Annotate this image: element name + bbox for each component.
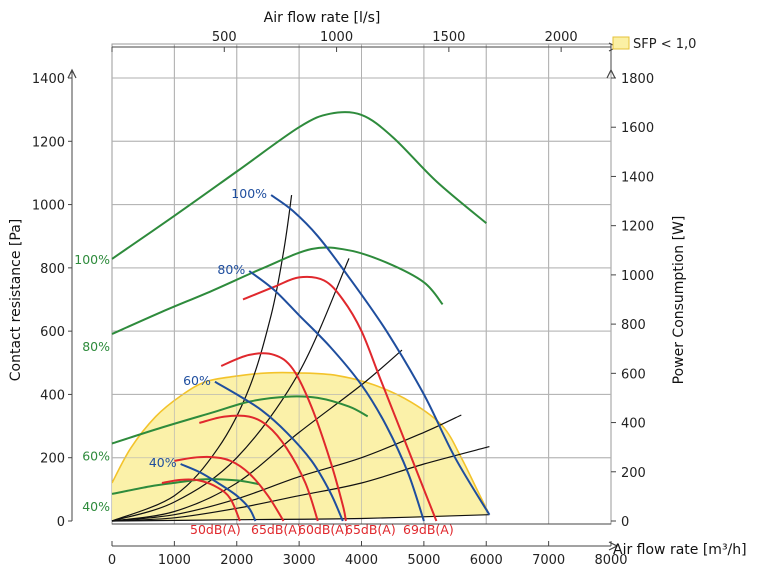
right-axis-title: Power Consumption [W] bbox=[671, 216, 687, 385]
pressure-curve bbox=[180, 463, 257, 522]
right-axis-tick-label: 200 bbox=[621, 466, 646, 481]
x-axis-arrow bbox=[608, 541, 619, 551]
sound-level-label: 60dB(A) bbox=[298, 522, 349, 537]
pressure-curve bbox=[270, 194, 491, 516]
right-axis-tick-label: 400 bbox=[621, 417, 646, 432]
top-axis-tick-label: 500 bbox=[212, 30, 237, 45]
left-axis-tick-label: 0 bbox=[57, 515, 65, 530]
sfp-region-layer bbox=[112, 44, 611, 524]
right-axis-tick-label: 600 bbox=[621, 367, 646, 382]
sound-curve bbox=[199, 414, 319, 522]
sound-curve bbox=[174, 455, 285, 522]
pressure-speed-label: 60% bbox=[183, 373, 211, 388]
left-axis-tick-label: 800 bbox=[40, 262, 65, 277]
left-axis-tick-label: 600 bbox=[40, 325, 65, 340]
left-axis-tick-label: 400 bbox=[40, 388, 65, 403]
sound-level-label: 65dB(A) bbox=[251, 522, 302, 537]
right-axis-tick-label: 0 bbox=[621, 515, 629, 530]
sound-curve bbox=[220, 352, 347, 522]
x-axis-tick-label: 3000 bbox=[283, 553, 316, 568]
power-speed-label: 40% bbox=[82, 499, 110, 514]
left-axis-tick-label: 1000 bbox=[32, 199, 65, 214]
power-speed-label: 100% bbox=[74, 252, 110, 267]
sound-level-label: 50dB(A) bbox=[190, 522, 241, 537]
power-speed-label: 80% bbox=[82, 339, 110, 354]
x-axis-tick-label: 7000 bbox=[532, 553, 565, 568]
top-axis-tick-label: 1500 bbox=[432, 30, 465, 45]
x-axis-title: Air flow rate [m³/h] bbox=[613, 542, 747, 558]
left-axis-title: Contact resistance [Pa] bbox=[8, 219, 24, 381]
power-curve bbox=[111, 478, 259, 495]
top-axis-tick-label: 2000 bbox=[545, 30, 578, 45]
left-axis-tick-label: 200 bbox=[40, 452, 65, 467]
x-axis-tick-label: 2000 bbox=[220, 553, 253, 568]
pressure-speed-label: 100% bbox=[231, 186, 267, 201]
system-curve bbox=[111, 514, 490, 522]
power-curve bbox=[111, 395, 369, 445]
pressure-speed-label: 40% bbox=[149, 455, 177, 470]
top-axis-title: Air flow rate [l/s] bbox=[264, 10, 381, 26]
sound-level-label: 65dB(A) bbox=[345, 522, 396, 537]
right-axis-tick-label: 1600 bbox=[621, 121, 654, 136]
power-speed-label: 60% bbox=[82, 448, 110, 463]
curves-layer bbox=[111, 111, 491, 522]
sound-curve bbox=[242, 275, 438, 522]
right-axis-tick-label: 1400 bbox=[621, 170, 654, 185]
system-curve bbox=[111, 446, 490, 522]
pressure-curve bbox=[248, 270, 425, 522]
pressure-curve bbox=[214, 380, 344, 522]
left-axis-tick-label: 1200 bbox=[32, 135, 65, 150]
system-curve bbox=[111, 195, 293, 522]
sound-curve bbox=[161, 478, 241, 522]
x-axis-tick-label: 8000 bbox=[594, 553, 627, 568]
right-axis-tick-label: 1000 bbox=[621, 269, 654, 284]
right-axis-tick-label: 1800 bbox=[621, 72, 654, 87]
system-curve bbox=[111, 414, 462, 522]
sound-level-label: 69dB(A) bbox=[403, 522, 454, 537]
legend-label: SFP < 1,0 bbox=[633, 37, 696, 52]
x-axis-tick-label: 6000 bbox=[470, 553, 503, 568]
power-curve bbox=[111, 111, 487, 260]
left-axis-tick-label: 1400 bbox=[32, 72, 65, 87]
system-curve bbox=[111, 349, 403, 522]
top-axis-tick-label: 1000 bbox=[320, 30, 353, 45]
system-curve bbox=[111, 258, 350, 522]
x-axis-tick-label: 0 bbox=[108, 553, 116, 568]
right-axis-tick-label: 1200 bbox=[621, 220, 654, 235]
right-axis-tick-label: 800 bbox=[621, 318, 646, 333]
left-axis-arrow bbox=[67, 68, 77, 79]
pressure-speed-label: 80% bbox=[217, 262, 245, 277]
labels-layer: 100% 80% 60% 40% 100% 80% 60% 40% 50dB(A) 65dB(A)… bbox=[74, 186, 453, 537]
x-axis-tick-label: 1000 bbox=[158, 553, 191, 568]
power-curve bbox=[111, 246, 444, 335]
legend-swatch bbox=[612, 36, 630, 50]
x-axis-tick-label: 4000 bbox=[345, 553, 378, 568]
x-axis-tick-label: 5000 bbox=[407, 553, 440, 568]
